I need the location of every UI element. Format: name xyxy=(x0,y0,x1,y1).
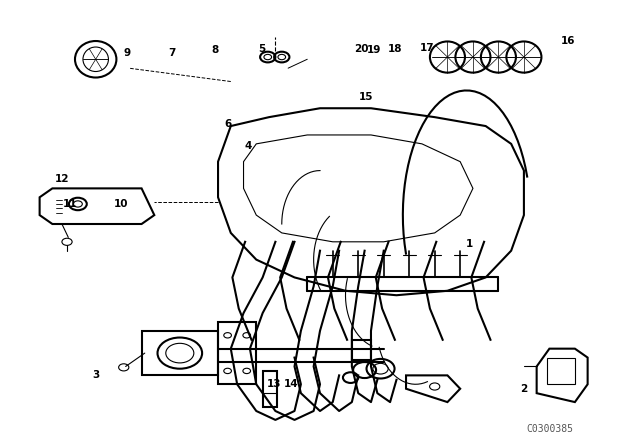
Text: 9: 9 xyxy=(124,47,131,58)
Text: 11: 11 xyxy=(63,199,77,209)
Text: 19: 19 xyxy=(367,45,381,56)
Text: 13: 13 xyxy=(267,379,282,389)
Text: 10: 10 xyxy=(114,199,129,209)
Text: 6: 6 xyxy=(224,119,231,129)
Text: 12: 12 xyxy=(54,174,69,185)
Text: 7: 7 xyxy=(168,47,176,58)
Text: 2: 2 xyxy=(520,384,527,394)
Text: 17: 17 xyxy=(420,43,435,53)
Text: 4: 4 xyxy=(245,141,252,151)
Text: 18: 18 xyxy=(388,44,403,55)
Text: 20: 20 xyxy=(354,44,369,55)
Text: 1: 1 xyxy=(466,239,474,249)
Text: 3: 3 xyxy=(92,370,99,380)
Text: 8: 8 xyxy=(211,45,218,56)
Text: 5: 5 xyxy=(258,44,265,55)
Text: C0300385: C0300385 xyxy=(526,424,573,434)
Text: 15: 15 xyxy=(358,92,373,102)
Text: 14: 14 xyxy=(284,379,299,389)
Text: 16: 16 xyxy=(561,36,576,47)
